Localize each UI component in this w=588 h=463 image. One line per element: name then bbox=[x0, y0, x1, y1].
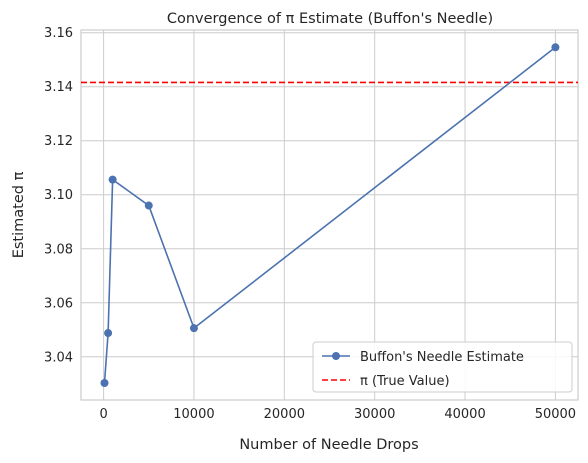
y-tick-label: 3.14 bbox=[44, 80, 73, 95]
data-point bbox=[551, 43, 560, 52]
series-line bbox=[103, 46, 556, 384]
plot-area-frame bbox=[80, 29, 579, 401]
series-layer bbox=[100, 43, 560, 387]
y-tick-label: 3.10 bbox=[44, 188, 73, 203]
data-point bbox=[104, 329, 113, 338]
y-tick-label: 3.16 bbox=[44, 26, 73, 41]
y-tick-label: 3.06 bbox=[44, 296, 73, 311]
legend-reference-label: π (True Value) bbox=[360, 374, 450, 389]
data-point bbox=[189, 324, 198, 333]
data-point bbox=[100, 378, 109, 387]
legend-series-label: Buffon's Needle Estimate bbox=[360, 350, 524, 365]
y-axis-label: Estimated π bbox=[11, 171, 27, 258]
x-tick-label: 20000 bbox=[264, 407, 305, 422]
x-tick-label: 0 bbox=[99, 407, 107, 422]
legend: Buffon's Needle Estimate π (True Value) bbox=[312, 341, 573, 393]
x-tick-label: 40000 bbox=[444, 407, 485, 422]
x-tick-label: 50000 bbox=[535, 407, 576, 422]
y-tick-label: 3.08 bbox=[44, 242, 73, 257]
tick-label-layer: 0 10000 20000 30000 40000 50000 3.04 3.06 3.08 3.… bbox=[44, 26, 576, 422]
grid-layer bbox=[81, 30, 578, 400]
x-tick-label: 10000 bbox=[173, 407, 214, 422]
legend-box bbox=[312, 341, 573, 393]
x-tick-label: 30000 bbox=[354, 407, 395, 422]
y-tick-label: 3.04 bbox=[44, 350, 73, 365]
x-axis-label: Number of Needle Drops bbox=[239, 437, 418, 453]
legend-series-marker bbox=[332, 352, 340, 360]
chart-title: Convergence of π Estimate (Buffon's Need… bbox=[167, 11, 493, 27]
y-tick-label: 3.12 bbox=[44, 134, 73, 149]
data-point bbox=[144, 201, 153, 210]
data-point bbox=[108, 175, 117, 184]
